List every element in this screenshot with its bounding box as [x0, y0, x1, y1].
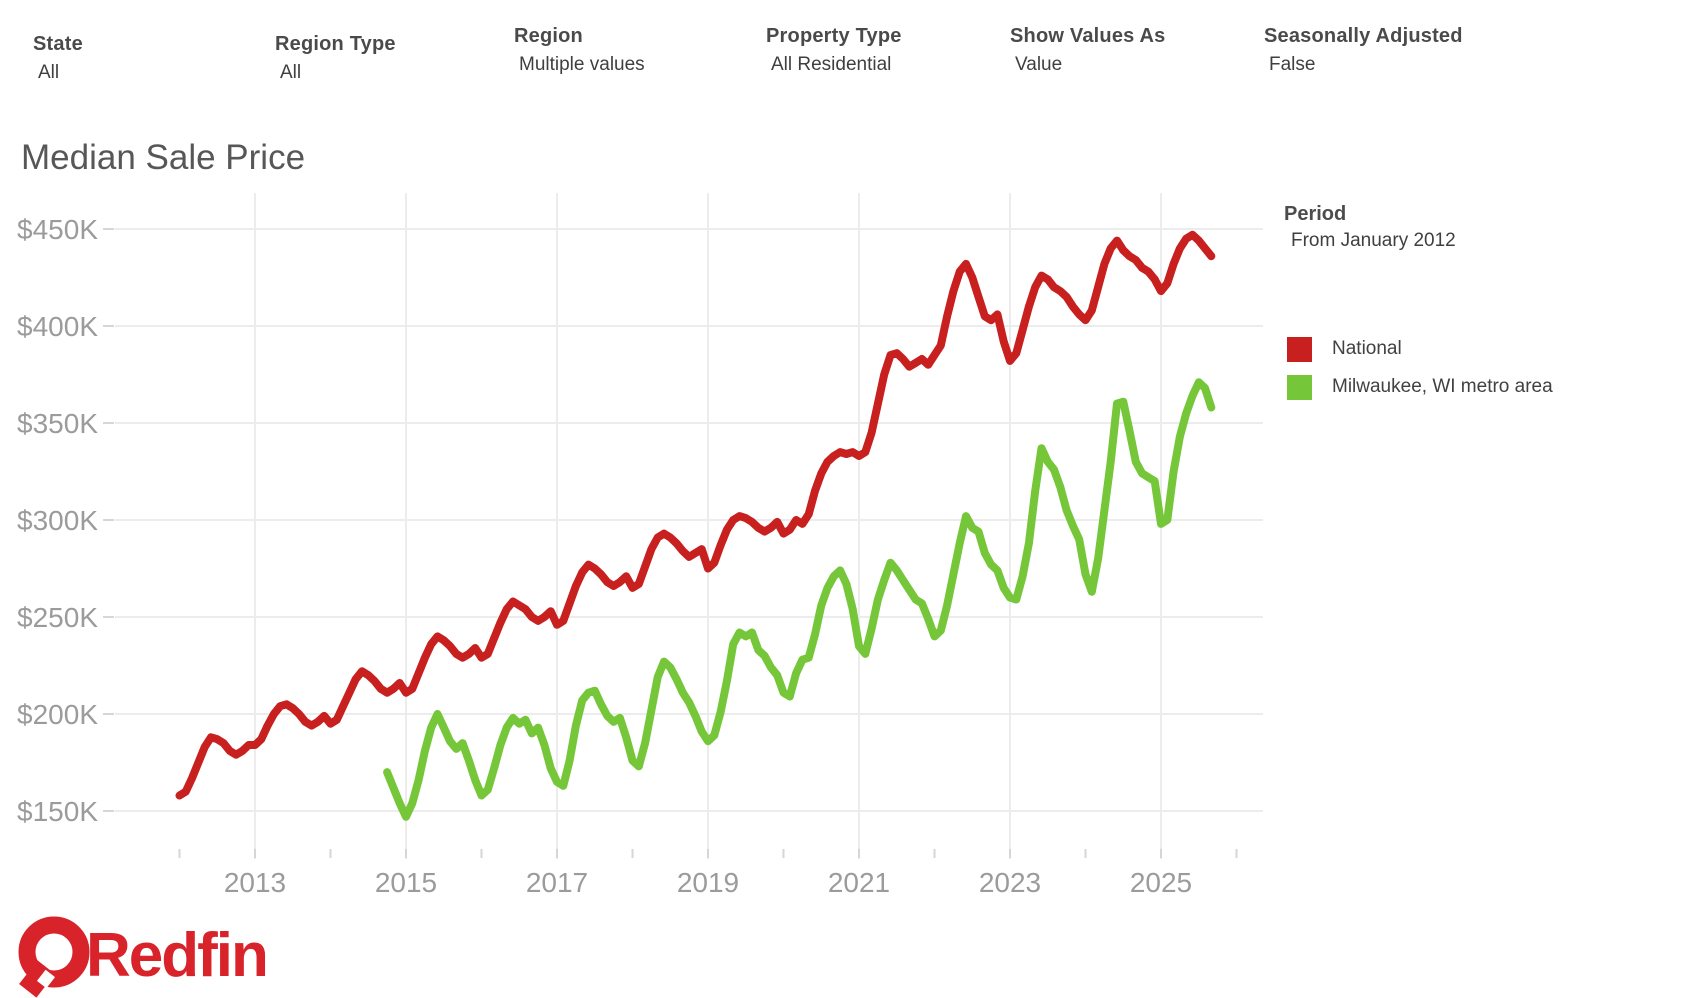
- filter-label: Region: [514, 25, 583, 47]
- x-axis-label: 2025: [1130, 867, 1192, 898]
- filter-value[interactable]: All: [38, 62, 60, 83]
- filter-show-values-as[interactable]: Show Values As Value: [1010, 25, 1165, 76]
- filter-value[interactable]: Value: [1015, 54, 1063, 75]
- y-axis-label: $400K: [17, 311, 98, 342]
- filter-value[interactable]: All Residential: [771, 54, 892, 75]
- milwaukee-color-swatch: [1287, 374, 1312, 400]
- x-axis-label: 2019: [677, 867, 739, 898]
- redfin-logo-mark: [18, 916, 90, 998]
- y-axis-label: $350K: [17, 408, 98, 439]
- legend-item-label: National: [1332, 338, 1402, 359]
- x-axis-label: 2023: [979, 867, 1041, 898]
- national-color-swatch: [1287, 336, 1312, 362]
- filter-seasonally-adjusted[interactable]: Seasonally Adjusted False: [1264, 25, 1463, 76]
- filter-label: Property Type: [766, 25, 902, 47]
- y-axis-label: $150K: [17, 796, 98, 827]
- x-axis-label: 2015: [375, 867, 437, 898]
- y-axis-label: $250K: [17, 602, 98, 633]
- filter-label: Show Values As: [1010, 25, 1166, 47]
- page-title: Median Sale Price: [21, 138, 306, 177]
- filter-label: Seasonally Adjusted: [1264, 25, 1463, 47]
- filter-property-type[interactable]: Property Type All Residential: [766, 25, 902, 76]
- filter-value[interactable]: False: [1269, 54, 1316, 75]
- redfin-logo-text: Redfin: [86, 921, 267, 990]
- milwaukee-line[interactable]: [383, 378, 1216, 821]
- filter-value[interactable]: All: [280, 62, 302, 83]
- filter-region-type[interactable]: Region Type All: [275, 33, 396, 84]
- y-axis-label: $450K: [17, 214, 98, 245]
- legend-period-value: From January 2012: [1291, 230, 1456, 251]
- x-axis-label: 2021: [828, 867, 890, 898]
- y-axis-label: $200K: [17, 699, 98, 730]
- filter-value[interactable]: Multiple values: [519, 54, 645, 75]
- redfin-logo: Redfin: [18, 916, 269, 998]
- filter-region[interactable]: Region Multiple values: [514, 25, 645, 76]
- filter-label: Region Type: [275, 33, 396, 55]
- y-axis-label: $300K: [17, 505, 98, 536]
- x-axis-label: 2013: [224, 867, 286, 898]
- legend-item-milwaukee[interactable]: Milwaukee, WI metro area: [1287, 374, 1553, 400]
- x-axis-label: 2017: [526, 867, 588, 898]
- legend-item-label: Milwaukee, WI metro area: [1332, 376, 1553, 397]
- filter-label: State: [33, 33, 83, 55]
- national-line[interactable]: [175, 230, 1216, 800]
- filter-state[interactable]: State All: [33, 33, 83, 84]
- legend-item-national[interactable]: National: [1287, 336, 1402, 362]
- legend-period-title: Period: [1284, 203, 1347, 225]
